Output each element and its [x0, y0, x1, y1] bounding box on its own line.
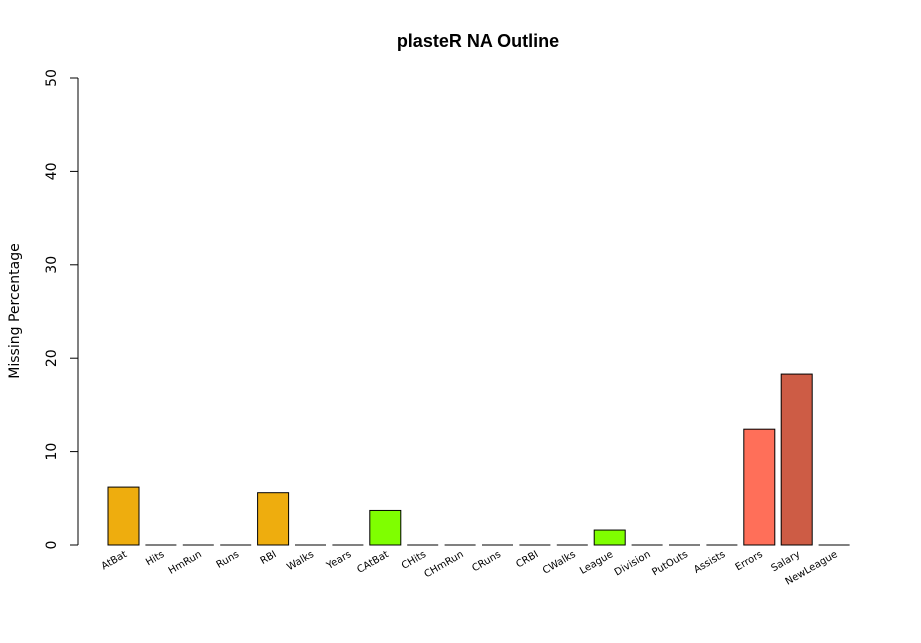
- x-tick-label: Assists: [692, 549, 727, 576]
- y-tick-label: 30: [44, 256, 60, 274]
- x-tick-label: CWalks: [541, 549, 578, 577]
- y-tick-label: 40: [44, 162, 60, 180]
- bar-salary: [780, 373, 813, 546]
- x-tick-label: RBI: [259, 549, 279, 567]
- x-tick-label: CAtBat: [355, 549, 390, 576]
- x-tick-label: AtBat: [100, 549, 129, 572]
- bar-errors: [743, 428, 776, 546]
- y-tick-label: 50: [44, 69, 60, 87]
- bar-rbi: [257, 492, 290, 546]
- x-tick-label: CHits: [400, 549, 428, 572]
- y-ticks: 0 10 20 30 40 50: [44, 69, 78, 549]
- y-tick-label: 0: [44, 541, 60, 550]
- x-tick-label: HmRun: [167, 549, 204, 577]
- x-tick-label: CHmRun: [422, 549, 465, 580]
- x-tick-label: Years: [324, 549, 353, 572]
- chart-title: plasteR NA Outline: [397, 31, 559, 51]
- bar-catbat: [369, 509, 402, 546]
- x-tick-label: Division: [613, 549, 653, 578]
- bar-atbat: [107, 486, 140, 546]
- x-tick-label: Hits: [144, 549, 166, 568]
- y-axis-label: Missing Percentage: [7, 243, 23, 378]
- bars: [107, 373, 850, 546]
- x-tick-label: PutOuts: [650, 549, 690, 578]
- bar-league: [593, 529, 626, 546]
- x-tick-label: Runs: [215, 549, 242, 571]
- x-tick-labels: AtBat Hits HmRun Runs RBI Walks Years CAtBat CHi…: [100, 549, 840, 588]
- x-tick-label: CRuns: [470, 549, 503, 574]
- x-tick-label: League: [578, 549, 615, 577]
- y-tick-label: 20: [44, 349, 60, 367]
- x-tick-label: CRBI: [514, 549, 540, 570]
- x-tick-label: Walks: [285, 549, 316, 573]
- x-tick-label: Errors: [734, 549, 765, 573]
- y-tick-label: 10: [44, 443, 60, 461]
